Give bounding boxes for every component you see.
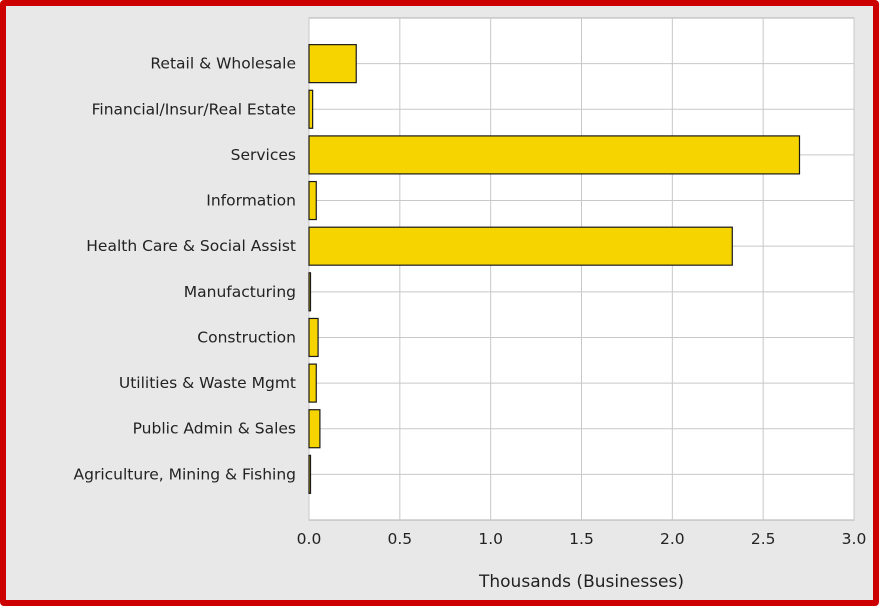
category-label: Retail & Wholesale — [150, 55, 296, 73]
x-tick-label: 1.0 — [478, 530, 503, 548]
category-label: Information — [206, 192, 296, 210]
category-label: Health Care & Social Assist — [86, 237, 296, 255]
x-tick-label: 3.0 — [842, 530, 867, 548]
x-tick-label: 2.5 — [751, 530, 776, 548]
category-label: Financial/Insur/Real Estate — [92, 100, 296, 118]
category-label: Public Admin & Sales — [133, 420, 296, 438]
x-tick-labels: 0.0 0.5 1.0 1.5 2.0 2.5 3.0 — [297, 530, 867, 548]
x-tick-label: 2.0 — [660, 530, 685, 548]
x-tick-label: 0.5 — [388, 530, 413, 548]
bar — [308, 409, 321, 449]
category-label: Utilities & Waste Mgmt — [119, 374, 296, 392]
category-label: Services — [231, 146, 296, 164]
category-label: Construction — [197, 328, 296, 346]
category-labels: Retail & Wholesale Financial/Insur/Real E… — [74, 55, 296, 484]
bar — [308, 272, 312, 312]
x-tick-label: 0.0 — [297, 530, 322, 548]
bar — [308, 363, 317, 403]
bar — [308, 226, 733, 266]
bars — [308, 44, 801, 494]
bar — [308, 89, 314, 129]
x-axis-title: Thousands (Businesses) — [478, 572, 684, 592]
grid-lines — [308, 18, 855, 520]
category-label: Agriculture, Mining & Fishing — [74, 465, 296, 483]
bar — [308, 317, 319, 358]
bar — [308, 180, 317, 221]
bar — [308, 135, 801, 175]
category-label: Manufacturing — [184, 283, 296, 301]
x-tick-label: 1.5 — [569, 530, 594, 548]
bar — [308, 44, 357, 84]
bar — [308, 454, 312, 494]
